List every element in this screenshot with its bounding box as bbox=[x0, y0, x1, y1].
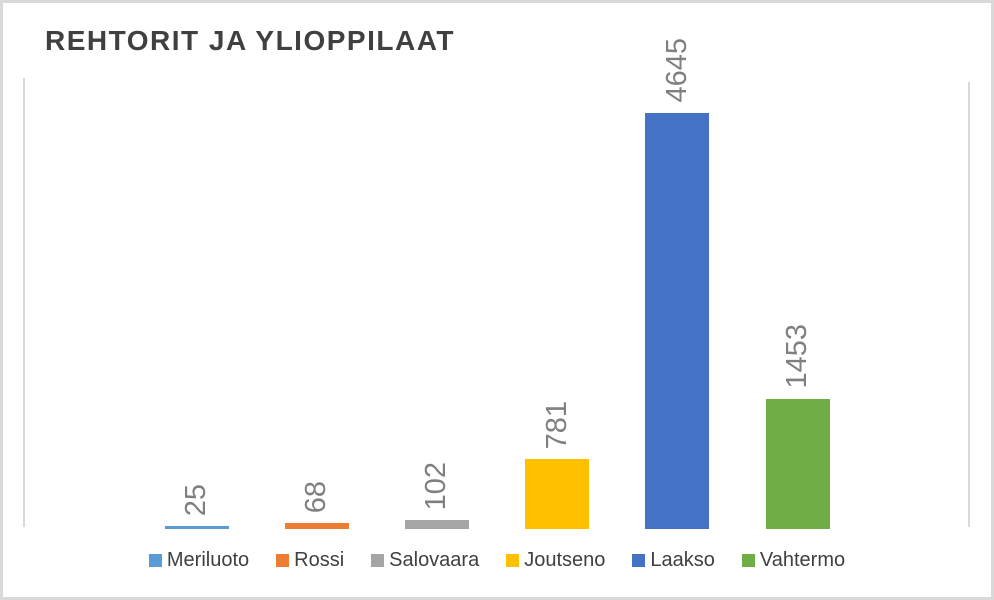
bar-salovaara[interactable] bbox=[404, 520, 469, 529]
bar-value-label: 25 bbox=[180, 483, 212, 516]
legend-swatch-icon bbox=[276, 554, 290, 567]
legend-item-label: Joutseno bbox=[524, 549, 606, 571]
legend-item-salovaara[interactable]: Salovaara bbox=[371, 549, 479, 572]
bar-laakso[interactable] bbox=[645, 113, 710, 529]
legend-item-meriluoto[interactable]: Meriluoto bbox=[148, 549, 250, 572]
legend-item-label: Laakso bbox=[650, 549, 715, 571]
legend-item-rossi[interactable]: Rossi bbox=[276, 549, 344, 572]
legend-swatch-icon bbox=[371, 554, 385, 567]
legend-item-label: Vahtermo bbox=[759, 549, 846, 571]
legend-swatch-icon bbox=[506, 554, 520, 567]
bar-value-label: 1453 bbox=[781, 324, 813, 389]
legend-item-label: Salovaara bbox=[389, 549, 480, 571]
legend-swatch-icon bbox=[741, 554, 755, 567]
bar-value-label: 781 bbox=[540, 400, 573, 449]
legend-item-label: Meriluoto bbox=[166, 549, 250, 571]
plot-right-border-line bbox=[968, 82, 970, 527]
plot-left-border-line bbox=[23, 78, 25, 527]
legend: Meriluoto Rossi Salovaara Joutseno Laakso Vah… bbox=[3, 549, 991, 572]
bar-joutseno[interactable] bbox=[525, 459, 590, 529]
bar-value-label: 4645 bbox=[660, 38, 693, 103]
legend-item-laakso[interactable]: Laakso bbox=[632, 549, 715, 572]
bar-meriluoto[interactable] bbox=[164, 526, 229, 529]
bar-rossi[interactable] bbox=[284, 523, 349, 529]
legend-swatch-icon bbox=[148, 554, 162, 567]
bar-vahtermo[interactable] bbox=[765, 399, 830, 529]
bar-value-label: 102 bbox=[420, 461, 453, 510]
legend-item-label: Rossi bbox=[294, 549, 345, 571]
legend-item-joutseno[interactable]: Joutseno bbox=[506, 549, 605, 572]
chart-title: REHTORIT JA YLIOPPILAAT bbox=[45, 25, 455, 56]
legend-swatch-icon bbox=[632, 554, 646, 567]
bar-value-label: 68 bbox=[300, 480, 333, 513]
legend-item-vahtermo[interactable]: Vahtermo bbox=[741, 549, 846, 572]
